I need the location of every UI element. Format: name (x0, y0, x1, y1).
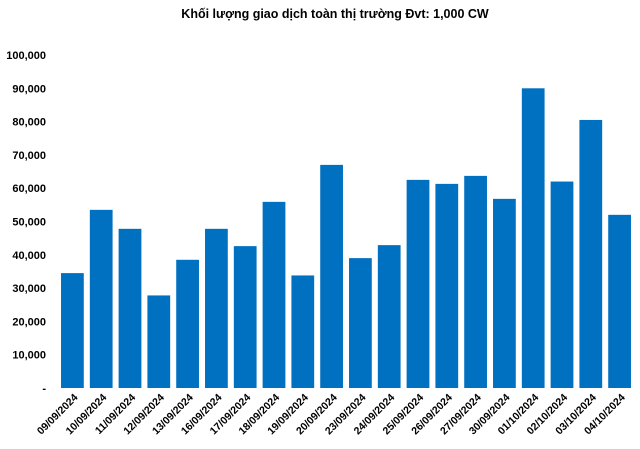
bar (233, 246, 257, 388)
bar (147, 295, 171, 388)
y-tick-label: 70,000 (12, 150, 46, 162)
bar (349, 258, 372, 388)
x-axis: 09/09/202410/09/202411/09/202412/09/2024… (35, 392, 628, 438)
y-tick-label: 60,000 (12, 183, 46, 195)
bar (176, 259, 199, 388)
y-tick-label: 10,000 (12, 350, 46, 362)
bar (579, 119, 603, 388)
y-axis: - 10,000 20,000 30,000 40,000 50,000 60,000 70,… (6, 50, 46, 395)
y-tick-label: 20,000 (12, 316, 46, 328)
bar (61, 273, 84, 388)
bar (205, 228, 228, 388)
bar (89, 209, 113, 388)
y-tick-label: 40,000 (12, 250, 46, 262)
bars (61, 88, 631, 389)
bar (406, 179, 430, 388)
bar (608, 214, 631, 388)
bar (435, 183, 459, 388)
bar (464, 175, 487, 388)
y-tick-label: - (42, 383, 46, 395)
bar (291, 275, 315, 388)
y-tick-label: 50,000 (12, 217, 46, 229)
bar (493, 198, 516, 388)
bar (550, 181, 574, 388)
chart-title: Khối lượng giao dịch toàn thị trường Đvt… (181, 7, 489, 21)
bar (320, 164, 343, 388)
bar (377, 245, 401, 388)
y-tick-label: 90,000 (12, 83, 46, 95)
bar (262, 201, 286, 388)
bar (521, 88, 545, 389)
y-tick-label: 100,000 (6, 50, 46, 62)
y-tick-label: 80,000 (12, 117, 46, 129)
y-tick-label: 30,000 (12, 283, 46, 295)
bar (118, 228, 142, 388)
